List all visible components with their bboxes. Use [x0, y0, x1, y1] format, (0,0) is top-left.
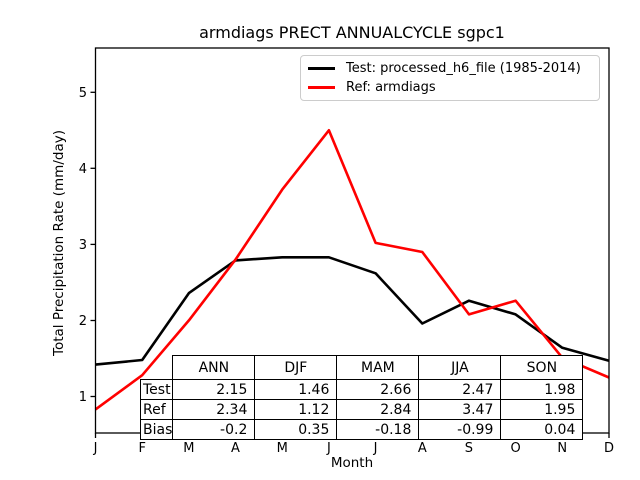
chart-title: armdiags PRECT ANNUALCYCLE sgpc1 [199, 23, 505, 42]
x-tick-labels: J F M A M J J A S O N D [93, 441, 614, 456]
legend-label-test: Test: processed_h6_file (1985-2014) [346, 61, 581, 76]
bias-ann: -0.2 [172, 419, 256, 440]
y-tick-4: 4 [79, 162, 87, 177]
test-djf: 1.46 [254, 379, 338, 400]
x-axis-label: Month [331, 455, 373, 471]
test-son: 1.98 [500, 379, 584, 400]
y-tick-marks [90, 91, 96, 398]
x-tick-jan: J [93, 441, 98, 456]
col-header-mam: MAM [336, 355, 420, 380]
y-tick-5: 5 [79, 86, 87, 101]
bias-djf: 0.35 [254, 419, 338, 440]
y-tick-2: 2 [79, 314, 87, 329]
ref-son: 1.95 [500, 399, 584, 420]
ref-djf: 1.12 [254, 399, 338, 420]
table-row-ref: Ref 2.34 1.12 2.84 3.47 1.95 [139, 399, 584, 420]
legend: Test: processed_h6_file (1985-2014) Ref:… [300, 55, 600, 101]
col-header-son: SON [500, 355, 584, 380]
table-row-test: Test 2.15 1.46 2.66 2.47 1.98 [139, 379, 584, 400]
y-tick-1: 1 [79, 390, 87, 405]
row-label-test: Test [139, 379, 174, 400]
ref-ann: 2.34 [172, 399, 256, 420]
ref-series-line [94, 129, 610, 411]
bias-son: 0.04 [500, 419, 584, 440]
table-row-bias: Bias -0.2 0.35 -0.18 -0.99 0.04 [139, 419, 584, 440]
ref-jja: 3.47 [418, 399, 502, 420]
x-tick-feb: F [138, 441, 145, 456]
bias-mam: -0.18 [336, 419, 420, 440]
legend-item-test: Test: processed_h6_file (1985-2014) [308, 59, 599, 78]
y-tick-labels: 1 2 3 4 5 [79, 86, 87, 405]
x-tick-aug: A [418, 441, 427, 456]
test-jja: 2.47 [418, 379, 502, 400]
x-tick-sep: S [465, 441, 473, 456]
y-axis-label: Total Precipitation Rate (mm/day) [51, 130, 67, 357]
col-header-jja: JJA [418, 355, 502, 380]
y-tick-3: 3 [79, 238, 87, 253]
x-tick-may: M [277, 441, 288, 456]
legend-label-ref: Ref: armdiags [346, 80, 436, 95]
ref-line-sample [308, 86, 335, 89]
test-ann: 2.15 [172, 379, 256, 400]
x-tick-mar: M [183, 441, 194, 456]
x-tick-jun: J [326, 441, 331, 456]
table-header-row: ANN DJF MAM JJA SON [141, 355, 584, 380]
row-label-ref: Ref [139, 399, 174, 420]
row-label-bias: Bias [139, 419, 174, 440]
col-header-djf: DJF [254, 355, 338, 380]
x-tick-oct: O [510, 441, 520, 456]
x-tick-jul: J [373, 441, 378, 456]
ref-mam: 2.84 [336, 399, 420, 420]
test-mam: 2.66 [336, 379, 420, 400]
col-header-ann: ANN [172, 355, 256, 380]
test-line-sample [308, 67, 335, 70]
stats-table: ANN DJF MAM JJA SON Test 2.15 1.46 2.66 … [139, 355, 584, 440]
table-corner-blank [141, 356, 173, 380]
bias-jja: -0.99 [418, 419, 502, 440]
legend-item-ref: Ref: armdiags [308, 78, 599, 97]
test-series-line [95, 255, 610, 366]
x-tick-dec: D [604, 441, 614, 456]
x-tick-apr: A [231, 441, 240, 456]
x-tick-nov: N [557, 441, 567, 456]
